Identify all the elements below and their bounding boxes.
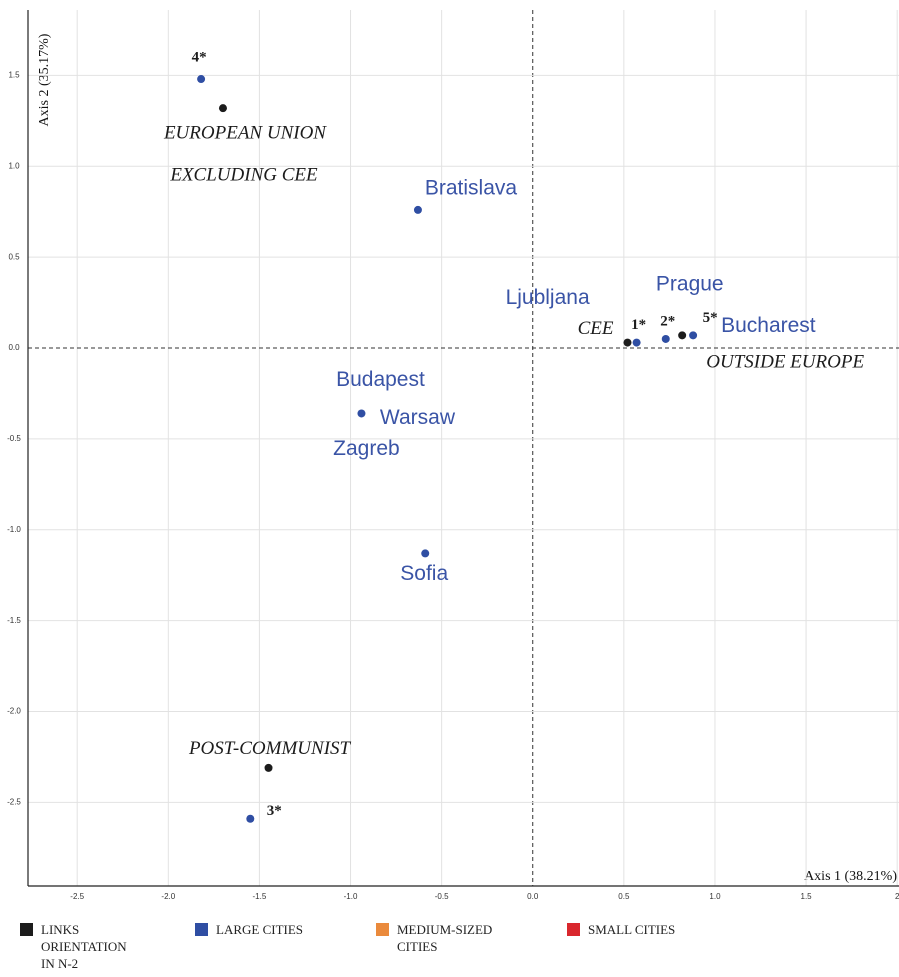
point-label: 2* xyxy=(660,313,675,329)
point-label: Prague xyxy=(656,273,724,296)
point-label: Budapest xyxy=(336,368,425,391)
y-tick-label: 0.0 xyxy=(8,343,20,352)
point xyxy=(218,104,227,113)
point xyxy=(421,549,430,558)
point-label: Bucharest xyxy=(721,314,816,337)
y-tick-label: 0.5 xyxy=(8,252,20,261)
legend-swatch xyxy=(20,923,33,936)
legend-item: SMALL CITIES xyxy=(567,921,717,938)
point-label: POST-COMMUNIST xyxy=(188,738,352,759)
x-tick-label: 1.5 xyxy=(801,892,813,901)
point xyxy=(413,205,422,214)
legend-label: LINKS ORIENTATION IN N-2 xyxy=(41,922,127,971)
legend-item: LARGE CITIES xyxy=(195,921,355,938)
point xyxy=(264,763,273,772)
point xyxy=(357,409,366,418)
point-label: 1* xyxy=(631,317,646,333)
legend-swatch xyxy=(195,923,208,936)
point xyxy=(678,331,687,340)
chart: Axis 1 (38.21%) Axis 2 (35.17%) -2.5 -2.0… xyxy=(7,10,899,901)
point xyxy=(246,814,255,823)
legend-label: LARGE CITIES xyxy=(216,922,304,937)
legend-label: SMALL CITIES xyxy=(588,922,676,937)
legend-label: MEDIUM-SIZED CITIES xyxy=(397,922,493,954)
y-tick-label: 1.0 xyxy=(8,161,20,170)
point xyxy=(632,338,641,347)
x-tick-label: -0.5 xyxy=(435,892,449,901)
y-tick-label: -0.5 xyxy=(7,434,21,443)
point-label: Bratislava xyxy=(425,176,518,199)
legend-item: MEDIUM-SIZED CITIES xyxy=(376,921,526,955)
y-tick-label: -2.5 xyxy=(7,798,21,807)
x-tick-label: -1.0 xyxy=(344,892,358,901)
point-label: 5* xyxy=(703,310,718,326)
x-tick-label: -2.5 xyxy=(70,892,84,901)
point-label: EUROPEAN UNION xyxy=(163,123,327,144)
y-tick-label: -1.5 xyxy=(7,616,21,625)
legend-item: LINKS ORIENTATION IN N-2 xyxy=(20,921,130,972)
point-label: CEE xyxy=(578,318,614,339)
point-label: Zagreb xyxy=(333,437,400,460)
x-tick-label: 2 xyxy=(895,892,899,901)
point-label: 3* xyxy=(267,803,282,819)
legend-swatch xyxy=(376,923,389,936)
point-label: Ljubljana xyxy=(506,286,590,309)
point xyxy=(623,338,632,347)
x-tick-label: 0.5 xyxy=(618,892,630,901)
point-label: OUTSIDE EUROPE xyxy=(706,352,864,373)
point xyxy=(661,334,670,343)
y-tick-label: -1.0 xyxy=(7,525,21,534)
x-tick-label: -2.0 xyxy=(161,892,175,901)
point xyxy=(689,331,698,340)
point-label: Warsaw xyxy=(380,406,456,429)
grid xyxy=(28,10,899,886)
point-label: Sofia xyxy=(400,562,448,585)
point-label: EXCLUDING CEE xyxy=(169,165,318,186)
y-axis-label: Axis 2 (35.17%) xyxy=(37,33,52,126)
legend-swatch xyxy=(567,923,580,936)
x-tick-label: 0.0 xyxy=(527,892,539,901)
x-tick-label: -1.5 xyxy=(253,892,267,901)
y-tick-label: 1.5 xyxy=(8,71,20,80)
y-tick-label: -2.0 xyxy=(7,707,21,716)
point xyxy=(197,75,206,84)
x-axis-label: Axis 1 (38.21%) xyxy=(804,869,897,884)
point-label: 4* xyxy=(192,49,207,65)
x-tick-label: 1.0 xyxy=(709,892,721,901)
